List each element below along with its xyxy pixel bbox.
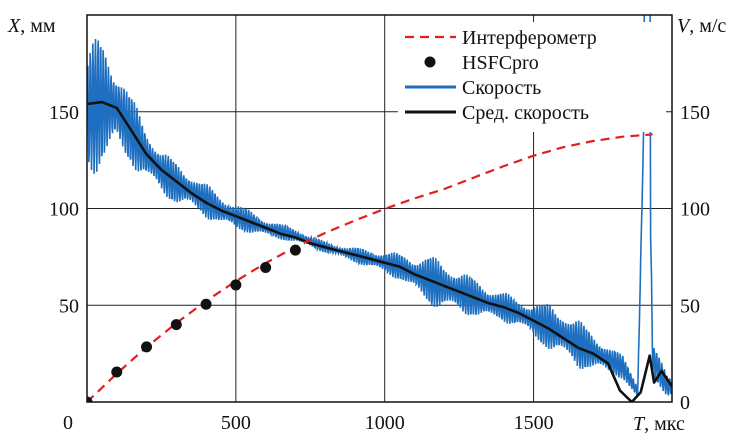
hsfcpro-point (170, 319, 182, 331)
x-tick-label: 1500 (514, 412, 554, 434)
legend: Интерферометр HSFCpro Скорость Сред. скорос… (398, 22, 666, 132)
hsfcpro-point (111, 366, 123, 378)
y-left-tick-label: 100 (49, 199, 79, 221)
y-left-axis-label: X, мм (7, 15, 56, 37)
legend-item: HSFCpro (424, 52, 539, 74)
legend-item: Сред. скорость (405, 102, 589, 124)
x-tick-label: 1000 (365, 412, 405, 434)
legend-label: Сред. скорость (462, 102, 589, 124)
y-right-tick-label: 150 (680, 102, 710, 124)
legend-label: Скорость (462, 77, 541, 99)
y-right-tick-label: 50 (680, 295, 700, 317)
legend-label: Интерферометр (462, 27, 597, 49)
y-right-tick-label: 100 (680, 199, 710, 221)
x-tick-label: 500 (221, 412, 251, 434)
x-tick-label: 0 (63, 412, 73, 434)
plot-frame (86, 14, 673, 403)
x-axis-label: T, мкс (633, 413, 685, 435)
legend-item: Интерферометр (405, 27, 597, 49)
legend-label: HSFCpro (462, 52, 539, 74)
hsfcpro-point (230, 279, 242, 291)
y-left-tick-label: 50 (59, 295, 79, 317)
legend-marker (424, 56, 436, 68)
series-average-speed-line (87, 100, 672, 402)
hsfcpro-point (200, 298, 212, 310)
legend-item: Скорость (405, 77, 541, 99)
y-right-tick-label: 0 (680, 392, 690, 414)
hsfcpro-point (141, 341, 153, 353)
hsfcpro-point (289, 244, 301, 256)
hsfcpro-point (260, 262, 272, 274)
y-left-tick-label: 150 (49, 102, 79, 124)
series-interferometer-line (87, 133, 653, 402)
y-right-axis-label: V, м/с (677, 15, 726, 37)
hsfcpro-point (87, 396, 93, 402)
